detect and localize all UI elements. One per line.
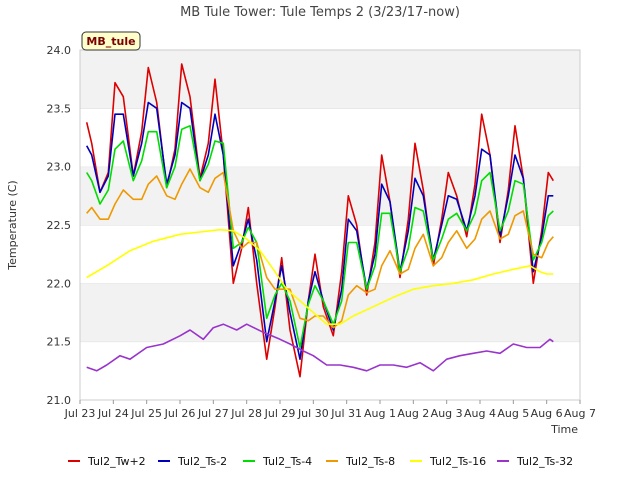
x-tick-label: Jul 23 (64, 407, 96, 420)
y-axis-label: Temperature (C) (6, 180, 19, 270)
legend-label: Tul2_Ts-8 (345, 455, 395, 468)
x-axis-label: Time (550, 423, 578, 436)
x-tick-label: Jul 31 (330, 407, 362, 420)
x-tick-label: Jul 30 (297, 407, 329, 420)
y-tick-label: 22.0 (47, 277, 72, 290)
x-tick-label: Aug 7 (564, 407, 596, 420)
plot-band (80, 225, 580, 284)
legend: Tul2_Tw+2 Tul2_Ts-2 Tul2_Ts-4 Tul2_Ts-8 Tul2… (68, 455, 573, 468)
legend-label: Tul2_Ts-4 (262, 455, 312, 468)
legend-label: Tul2_Tw+2 (87, 455, 146, 468)
legend-item: Tul2_Ts-32 (497, 455, 573, 468)
series-line-tul2-ts-4 (86, 125, 554, 349)
y-tick-label: 24.0 (47, 44, 72, 57)
x-tick-label: Aug 1 (364, 407, 396, 420)
y-tick-label: 23.5 (47, 102, 72, 115)
legend-label: Tul2_Ts-16 (429, 455, 486, 468)
plot-frame (79, 49, 581, 401)
series-line-tul2-ts-32 (86, 323, 554, 372)
chart-title: MB Tule Tower: Tule Temps 2 (3/23/17-now… (180, 5, 460, 20)
x-tick-label: Jul 24 (97, 407, 129, 420)
legend-label: Tul2_Ts-2 (177, 455, 227, 468)
series-line-tul2-ts-8 (86, 168, 554, 329)
x-tick-label: Aug 6 (531, 407, 563, 420)
plot-band (80, 50, 580, 109)
x-tick-label: Jul 26 (164, 407, 196, 420)
legend-item: Tul2_Ts-16 (410, 455, 486, 468)
plot-band (80, 341, 580, 400)
x-tick-label: Jul 29 (264, 407, 296, 420)
station-badge: MB_tule (81, 31, 141, 51)
x-tick-label: Aug 2 (397, 407, 429, 420)
legend-item: Tul2_Tw+2 (68, 455, 146, 468)
series-line-tul2-ts-2 (85, 101, 554, 361)
station-badge-box (81, 31, 141, 51)
plot-bands (80, 49, 580, 400)
plot-band (80, 166, 580, 225)
x-tick-label: Jul 25 (130, 407, 162, 420)
y-tick-label: 21.0 (47, 394, 72, 407)
station-badge-text: MB_tule (86, 35, 135, 48)
series-lines (85, 63, 554, 378)
legend-label: Tul2_Ts-32 (516, 455, 573, 468)
y-tick-label: 21.5 (47, 336, 72, 349)
legend-item: Tul2_Ts-4 (243, 455, 312, 468)
x-tick-label: Aug 4 (464, 407, 496, 420)
x-tick-label: Jul 27 (197, 407, 229, 420)
x-tick-label: Jul 28 (230, 407, 262, 420)
series-line-tul2-ts-16 (86, 228, 554, 326)
y-axis-ticks: 21.0 21.5 22.0 22.5 23.0 23.5 24.0 (47, 44, 72, 407)
x-axis-ticks: Jul 23 Jul 24 Jul 25 Jul 26 Jul 27 Jul 28 Jul … (64, 400, 596, 420)
y-tick-label: 22.5 (47, 219, 72, 232)
plot-band (80, 108, 580, 167)
y-tick-label: 23.0 (47, 161, 72, 174)
x-tick-label: Aug 3 (431, 407, 463, 420)
plot-band (80, 283, 580, 342)
x-tick-label: Aug 5 (497, 407, 529, 420)
legend-item: Tul2_Ts-8 (326, 455, 395, 468)
legend-item: Tul2_Ts-2 (158, 455, 227, 468)
